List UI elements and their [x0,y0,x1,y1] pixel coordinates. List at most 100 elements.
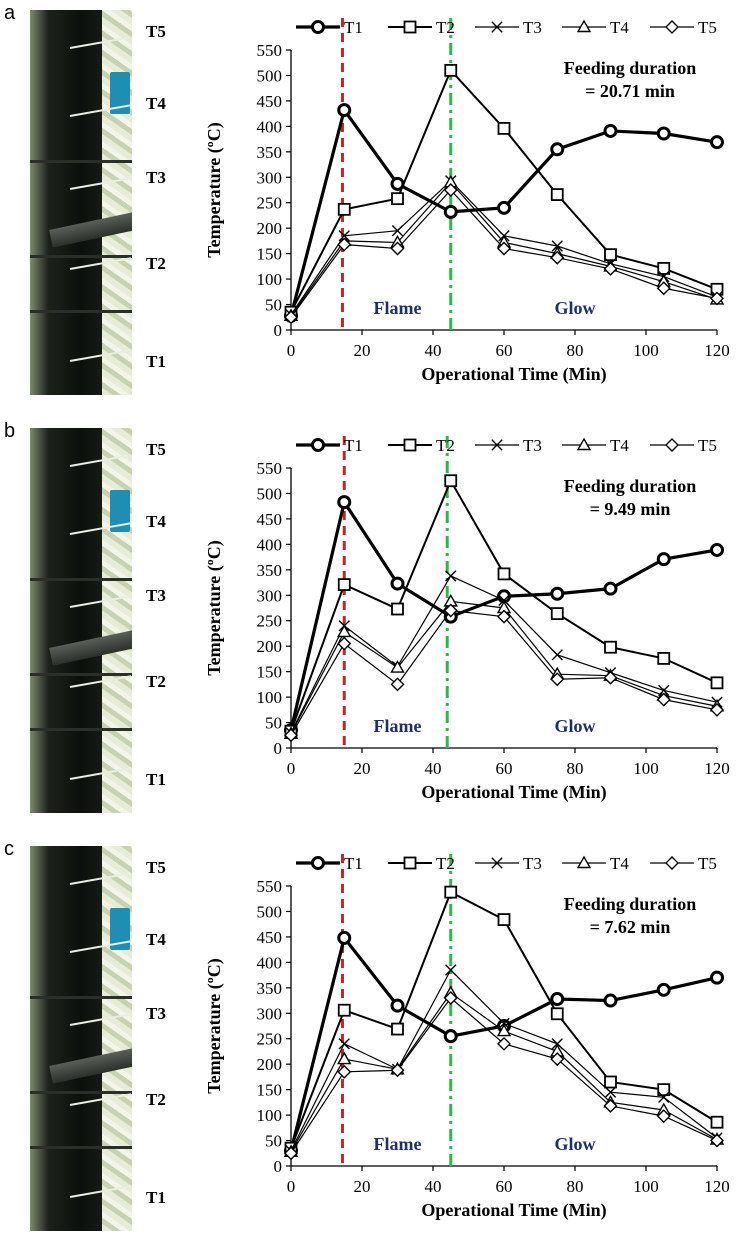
data-point [390,998,405,1013]
x-tick-label: 80 [567,1177,584,1196]
reactor-seam [30,673,132,676]
thermocouple-label: T4 [146,512,166,531]
y-tick-label: 150 [257,1081,283,1100]
thermocouple-label: T3 [146,1004,166,1023]
thermocouple-label: T1 [146,770,166,789]
data-point [710,970,724,985]
data-point [337,202,351,216]
blue-container [110,72,130,114]
temperature-chart: 0 50 100 150 200 250 300 350 400 450 500 550 0 20 40 60… [204,854,730,1221]
data-point [391,1022,404,1036]
legend-marker [665,20,679,34]
data-point [337,1064,352,1079]
series-t5 [284,603,724,743]
data-point [444,63,458,77]
data-point [656,126,671,141]
legend-marker [491,439,503,451]
y-tick-label: 550 [257,41,283,60]
legend-marker [576,19,592,33]
temperature-chart: 0 50 100 150 200 250 300 350 400 450 500 550 0 20 40 60… [204,18,730,385]
legend-marker [403,20,417,34]
legend-marker [665,438,679,452]
x-tick-label: 100 [633,341,659,360]
reactor-seam [30,996,132,999]
figure-panel: a T5 T4 T3 T2 T1 0 50 100 150 200 250 300 350 400 450 50… [0,0,738,418]
series-t5 [284,183,724,325]
thermocouple-label: T1 [146,352,166,371]
y-tick-label: 400 [257,535,283,554]
data-point [445,570,457,582]
legend-item: T5 [650,436,717,455]
thermocouple-label: T2 [146,1090,166,1109]
y-tick-label: 100 [257,688,283,707]
x-tick-label: 0 [287,341,296,360]
data-point [497,122,511,135]
data-point [337,495,352,510]
legend-marker [491,857,503,869]
data-point [337,1051,352,1065]
legend-label: T5 [698,18,717,37]
legend: T1 T2 T3 T4 T5 [296,854,717,873]
thermocouple-label: T2 [146,672,166,691]
y-tick-label: 450 [257,928,283,947]
y-tick-label: 300 [257,168,283,187]
data-point [443,603,458,618]
data-point [657,1083,671,1097]
data-point [390,660,405,673]
data-point [551,1038,563,1050]
data-point [497,200,511,215]
data-point [656,1109,671,1124]
legend-item: T1 [296,436,363,455]
series-t3 [285,964,723,1157]
figure-panel: c T5 T4 T3 T2 T1 0 50 100 150 200 250 300 350 400 450 50… [0,836,738,1254]
series-t5 [284,991,724,1161]
thermocouple-label: T2 [146,254,166,273]
y-tick-label: 400 [257,953,283,972]
data-point [550,250,565,265]
data-point [657,651,671,665]
data-point [603,993,618,1008]
data-point [337,636,352,651]
temperature-chart: 0 50 100 150 200 250 300 350 400 450 500 550 0 20 40 60… [204,436,730,803]
thermocouple-label: T5 [146,22,166,41]
data-point [338,1038,350,1050]
x-tick-label: 40 [425,759,442,778]
feeding-duration-title: Feeding duration [564,476,697,496]
y-tick-label: 300 [257,1004,283,1023]
legend-label: T1 [344,18,363,37]
reactor-seam [30,255,132,258]
x-tick-label: 40 [425,1177,442,1196]
y-axis-label: Temperature (ºC) [204,958,225,1093]
data-point [444,885,458,899]
figure-panel: b T5 T4 T3 T2 T1 0 50 100 150 200 250 300 350 400 450 50… [0,418,738,836]
legend-marker [491,21,503,33]
data-point [391,225,404,237]
thermocouple-label: T5 [146,858,166,877]
data-point [604,1086,617,1098]
y-tick-label: 300 [257,586,283,605]
data-point [337,624,352,638]
x-axis-label: Operational Time (Min) [421,1200,606,1221]
x-tick-label: 120 [704,341,730,360]
data-point [550,1007,564,1021]
data-point [337,930,352,945]
thermocouple-label: T4 [146,94,166,113]
data-point [710,702,724,717]
data-point [603,670,618,685]
data-point [443,1029,458,1044]
y-tick-label: 150 [257,245,283,264]
reactor-seam [30,728,132,731]
y-tick-label: 200 [257,1055,283,1074]
data-point [603,123,618,138]
data-point [550,586,565,601]
legend-marker [311,438,325,452]
data-point [390,576,405,591]
y-tick-label: 100 [257,270,283,289]
data-point [656,281,671,296]
legend-marker [403,856,417,870]
data-point [658,1091,670,1103]
x-tick-label: 120 [704,759,730,778]
data-point [656,692,671,707]
y-tick-label: 0 [274,321,283,340]
data-point [710,542,724,557]
